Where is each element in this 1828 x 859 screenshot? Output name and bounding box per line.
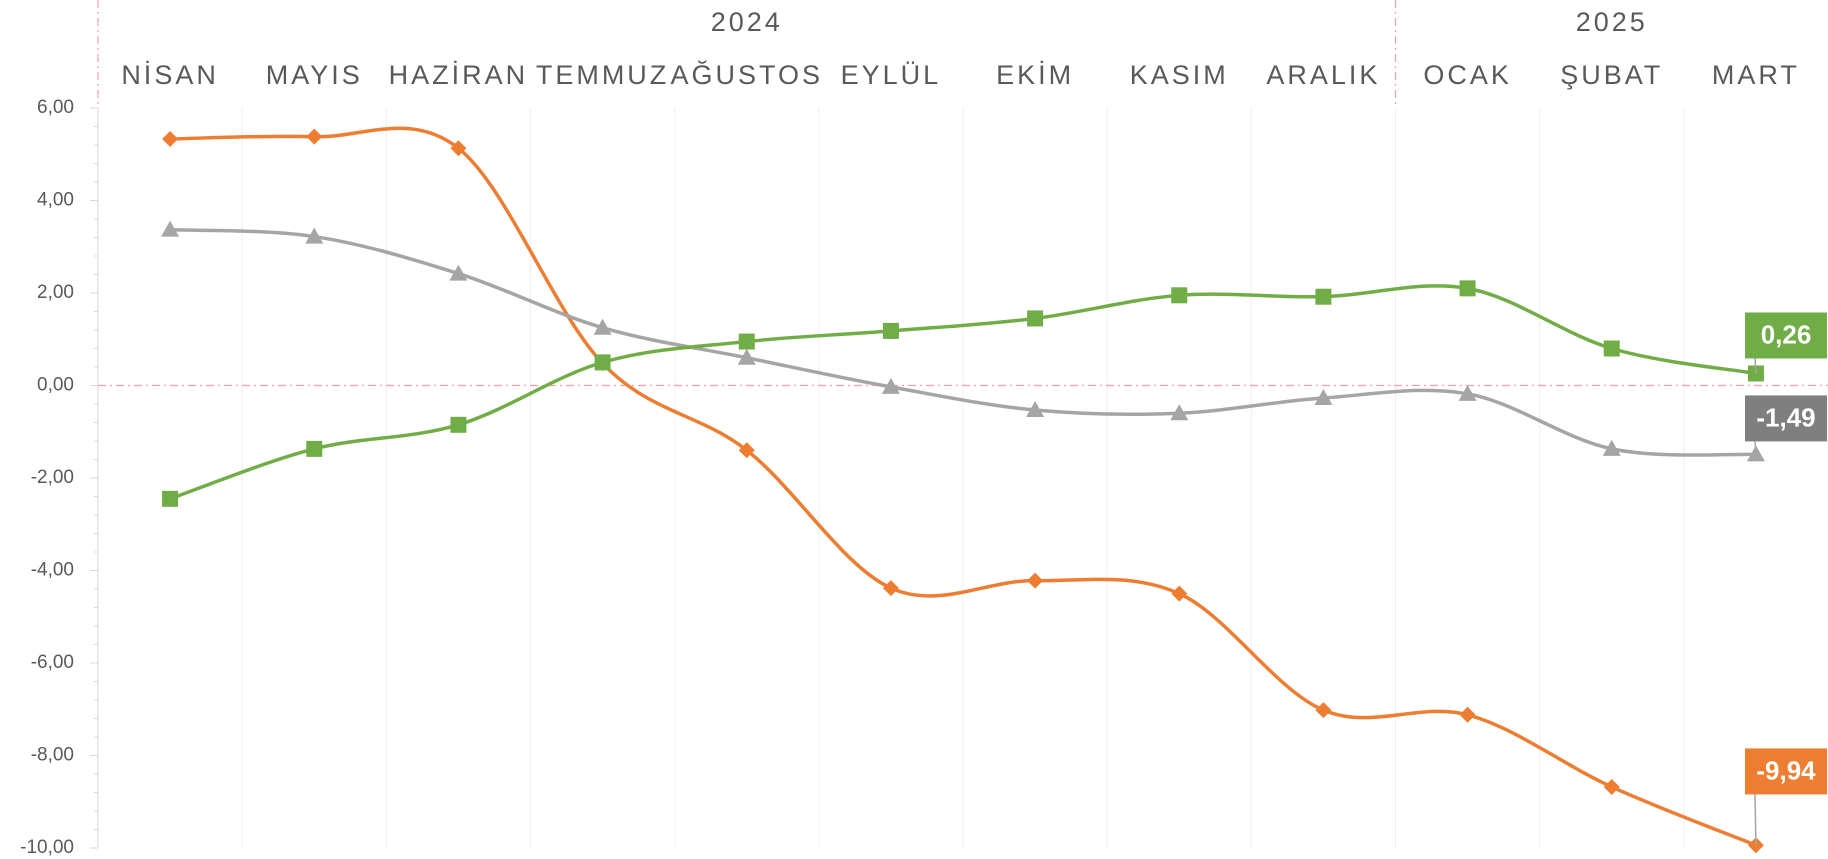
y-tick-label: 2,00: [37, 282, 74, 303]
marker-diamond: [1315, 702, 1332, 719]
x-tick-label: NİSAN: [121, 59, 219, 90]
marker-square: [1171, 287, 1188, 304]
marker-diamond: [450, 140, 467, 157]
leader-line: [1754, 358, 1757, 374]
marker-diamond: [306, 128, 323, 145]
marker-square: [1459, 280, 1476, 297]
marker-square: [1603, 340, 1620, 357]
marker-diamond: [162, 130, 179, 147]
y-tick-label: -2,00: [31, 467, 74, 488]
y-tick-label: -4,00: [31, 560, 74, 581]
marker-triangle: [161, 220, 180, 237]
marker-triangle: [305, 227, 324, 244]
marker-square: [882, 322, 899, 339]
marker-square: [306, 440, 323, 457]
value-label: 0,26: [1761, 319, 1812, 349]
leader-line: [1754, 794, 1757, 846]
value-label-box: [1745, 312, 1827, 359]
series-line: [169, 227, 1756, 457]
marker-triangle: [737, 348, 756, 365]
marker-triangle: [881, 377, 900, 394]
x-tick-label: MART: [1712, 60, 1800, 90]
x-tick-label: MAYIS: [266, 60, 363, 90]
marker-triangle: [1170, 404, 1189, 421]
y-tick-label: -8,00: [31, 745, 74, 766]
marker-triangle: [1026, 401, 1045, 418]
x-tick-label: ARALIK: [1266, 60, 1380, 90]
marker-square: [162, 490, 179, 507]
marker-triangle: [1602, 439, 1621, 456]
x-tick-label: EYLÜL: [841, 60, 942, 90]
y-tick-label: -10,00: [20, 837, 74, 858]
year-label: 2024: [711, 7, 783, 37]
marker-diamond: [1171, 585, 1188, 602]
marker-diamond: [738, 442, 755, 459]
series-line: [169, 284, 1757, 501]
x-tick-label: ŞUBAT: [1560, 60, 1663, 90]
marker-diamond: [882, 580, 899, 597]
x-tick-label: EKİM: [996, 59, 1074, 90]
marker-square: [450, 416, 467, 433]
value-label: -9,94: [1756, 755, 1816, 785]
marker-diamond: [1603, 778, 1620, 795]
value-label-box: [1745, 748, 1827, 795]
y-tick-label: -6,00: [31, 652, 74, 673]
y-tick-label: 4,00: [37, 190, 74, 211]
year-label: 2025: [1576, 7, 1648, 37]
marker-square: [738, 333, 755, 350]
marker-square: [594, 354, 611, 371]
value-label-box: [1745, 395, 1827, 442]
y-tick-label: 0,00: [37, 375, 74, 396]
marker-triangle: [1314, 388, 1333, 405]
leader-line: [1754, 441, 1757, 455]
marker-square: [1315, 288, 1332, 305]
x-tick-label: AĞUSTOS: [670, 59, 823, 90]
marker-diamond: [1459, 706, 1476, 723]
y-tick-label: 6,00: [37, 97, 74, 118]
x-tick-label: KASIM: [1130, 60, 1229, 90]
marker-square: [1027, 310, 1044, 327]
x-tick-label: HAZİRAN: [389, 59, 529, 90]
x-tick-label: TEMMUZ: [536, 60, 669, 90]
x-tick-label: OCAK: [1423, 60, 1512, 90]
value-label: -1,49: [1756, 402, 1815, 432]
marker-triangle: [1458, 384, 1477, 401]
marker-triangle: [449, 264, 468, 281]
marker-diamond: [1027, 572, 1044, 589]
marker-triangle: [593, 318, 612, 335]
